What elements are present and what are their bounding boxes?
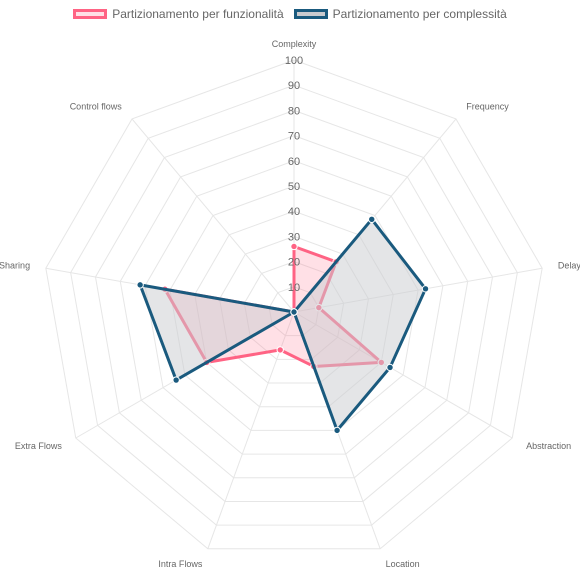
tick-label-60: 60 [288, 156, 300, 168]
grid-ring-9 [70, 84, 518, 526]
legend-swatch-functionality [73, 9, 108, 19]
radar-series [136, 215, 430, 435]
series-1-point-7 [136, 281, 144, 289]
spoke-8 [131, 118, 295, 313]
legend-item-complexity[interactable]: Partizionamento per complessità [293, 7, 507, 21]
axis-label-control-flows: Control flows [70, 102, 123, 112]
tick-label-100: 100 [285, 55, 303, 67]
tick-label-90: 90 [288, 80, 300, 92]
series-1-point-2 [421, 285, 430, 293]
tick-label-30: 30 [288, 231, 300, 243]
series-1-point-3 [386, 363, 394, 372]
series-0-point-0 [290, 242, 298, 251]
legend-item-functionality[interactable]: Partizionamento per funzionalità [73, 7, 284, 21]
axis-label-frequency: Frequency [466, 102, 509, 112]
tick-label-70: 70 [288, 131, 300, 143]
series-1-point-6 [172, 376, 180, 384]
legend-swatch-complexity [293, 9, 328, 19]
tick-label-20: 20 [288, 257, 300, 269]
chart-legend: Partizionamento per funzionalità Partizi… [0, 4, 580, 24]
axis-label-intra-flows: Intra Flows [158, 559, 203, 569]
legend-label-complexity: Partizionamento per complessità [332, 7, 507, 21]
axis-label-abstraction: Abstraction [526, 441, 571, 451]
tick-label-40: 40 [288, 206, 300, 218]
grid-ring-10 [45, 59, 543, 550]
grid-ring-6 [144, 160, 444, 455]
series-1-point-1 [368, 215, 376, 224]
grid-ring-7 [119, 135, 469, 479]
axis-label-extra-flows: Extra Flows [15, 441, 63, 451]
legend-label-functionality: Partizionamento per funzionalità [112, 7, 284, 21]
radar-axis-labels: Complexity Frequency Delay Abstraction Locat… [0, 39, 580, 569]
axis-label-location: Location [386, 559, 420, 569]
series-1-point-8 [290, 308, 298, 316]
axis-label-delay: Delay [558, 260, 580, 270]
tick-label-80: 80 [288, 105, 300, 117]
grid-ring-8 [94, 109, 494, 502]
tick-label-10: 10 [288, 282, 300, 294]
series-0-point-5 [276, 346, 284, 354]
radar-ticks: 10 20 30 40 50 60 70 80 90 100 [285, 55, 303, 294]
series-1-point-4 [333, 426, 341, 435]
axis-label-complexity: Complexity [272, 39, 317, 49]
tick-label-50: 50 [288, 181, 300, 193]
radar-grid [45, 59, 543, 550]
axis-label-sharing: Sharing [0, 260, 30, 270]
